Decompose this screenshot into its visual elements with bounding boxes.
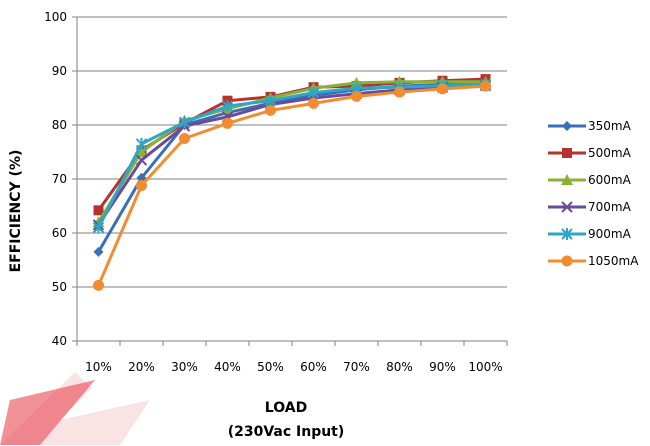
data-point (136, 172, 147, 183)
x-tick-label: 40% (214, 360, 241, 374)
data-point (221, 100, 234, 113)
legend-marker (561, 201, 573, 213)
data-point (136, 179, 147, 191)
y-tick-label: 70 (52, 172, 67, 186)
data-point (264, 94, 277, 107)
legend-item: 600mA (548, 173, 632, 187)
legend-label: 350mA (588, 119, 632, 133)
data-point (307, 86, 320, 99)
x-tick-labels: 10% 20% 30% 40% 50% 60% 70% 80% 90% 100% (85, 360, 502, 374)
data-point (437, 83, 448, 95)
data-point (93, 205, 104, 216)
legend: 350mA 500mA 600mA 700mA 900mA 1050mA (548, 119, 639, 268)
series-700mA (92, 79, 492, 231)
legend-item: 700mA (548, 200, 632, 214)
data-point (480, 80, 491, 92)
legend-label: 500mA (588, 146, 632, 160)
series-350mA (93, 77, 491, 257)
legend-label: 700mA (588, 200, 632, 214)
x-tick-label: 90% (429, 360, 456, 374)
x-tick-label: 10% (85, 360, 112, 374)
data-point (351, 90, 362, 102)
y-tick-label: 80 (52, 118, 67, 132)
x-tick-label: 30% (171, 360, 198, 374)
legend-marker (562, 148, 572, 158)
data-point (265, 104, 276, 116)
y-tick-label: 60 (52, 226, 67, 240)
legend-item: 900mA (548, 227, 632, 241)
series-group (92, 74, 492, 291)
x-tick-label: 70% (343, 360, 370, 374)
x-tick-label: 60% (300, 360, 327, 374)
data-point (135, 154, 148, 166)
data-point (92, 221, 105, 234)
legend-marker (562, 121, 572, 131)
data-point (178, 116, 191, 129)
legend-label: 900mA (588, 227, 632, 241)
y-tick-label: 100 (44, 10, 67, 24)
legend-item: 1050mA (548, 254, 639, 268)
y-axis-title: EFFICIENCY (%) (8, 150, 24, 273)
legend-marker (561, 255, 573, 267)
data-point (308, 97, 319, 109)
legend-label: 1050mA (588, 254, 639, 268)
data-point (394, 86, 405, 98)
legend-item: 350mA (548, 119, 632, 133)
y-tick-label: 90 (52, 64, 67, 78)
data-point (222, 117, 233, 129)
legend-marker (561, 174, 573, 185)
y-tick-labels: 40 50 60 70 80 90 100 (44, 10, 67, 348)
legend-marker (561, 228, 573, 240)
x-tick-label: 80% (386, 360, 413, 374)
x-tick-label: 50% (257, 360, 284, 374)
y-tick-label: 40 (52, 334, 67, 348)
x-axis-subtitle: (230Vac Input) (228, 424, 345, 440)
series-line (97, 84, 486, 286)
data-point (135, 137, 148, 150)
series-line (97, 83, 486, 229)
axes (72, 16, 508, 346)
legend-item: 500mA (548, 146, 632, 160)
series-1050mA (93, 80, 491, 291)
data-point (93, 246, 104, 257)
legend-label: 600mA (588, 173, 632, 187)
data-point (93, 279, 104, 291)
watermark-stroke-2 (0, 380, 95, 445)
series-line (97, 80, 486, 223)
series-900mA (92, 78, 492, 234)
data-point (135, 146, 148, 157)
x-tick-label: 20% (128, 360, 155, 374)
x-tick-label: 100% (468, 360, 502, 374)
series-line (97, 84, 486, 226)
y-tick-label: 50 (52, 280, 67, 294)
x-axis-title: LOAD (265, 400, 307, 416)
data-point (179, 133, 190, 144)
